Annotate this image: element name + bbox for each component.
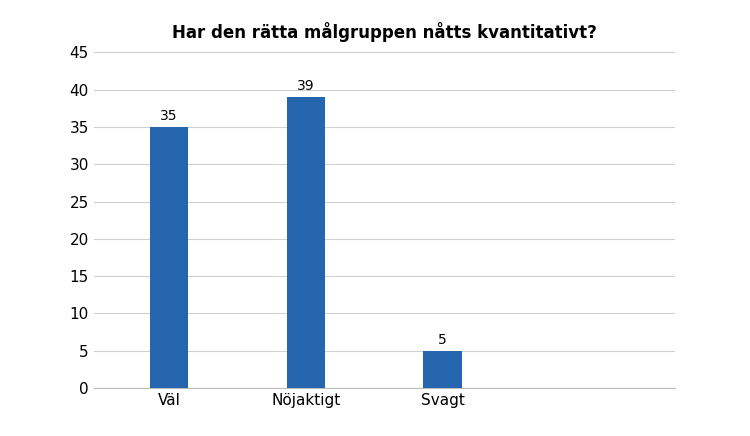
Bar <box>286 97 325 388</box>
Title: Har den rätta målgruppen nåtts kvantitativt?: Har den rätta målgruppen nåtts kvantitat… <box>172 22 597 42</box>
Text: 5: 5 <box>438 333 447 347</box>
Text: 39: 39 <box>297 79 314 93</box>
Text: 35: 35 <box>160 109 178 123</box>
Bar <box>150 127 188 388</box>
Bar <box>423 351 462 388</box>
